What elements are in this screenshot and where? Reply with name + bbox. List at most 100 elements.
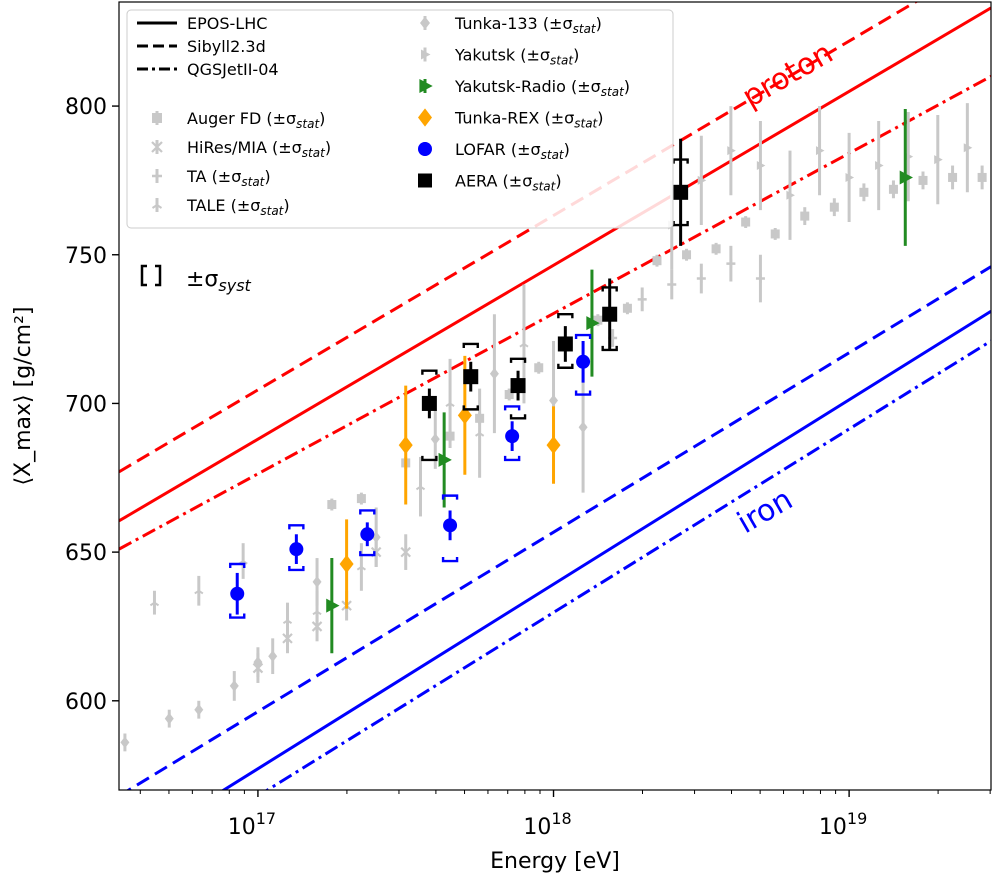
aera-marker: [510, 378, 526, 394]
yakutsk-marker: [815, 146, 825, 156]
tunkarex-marker: [398, 435, 413, 455]
aera-syst-bracket-top: [421, 369, 438, 375]
lofar-marker: [230, 586, 245, 601]
lofar-syst-bracket-top: [574, 333, 592, 340]
auger-marker: [918, 175, 928, 185]
legend-aera-label: AERA (±σstat): [455, 172, 562, 194]
lofar-marker: [576, 354, 591, 369]
legend-lofar-label: LOFAR (±σstat): [455, 140, 570, 162]
lofar-syst-bracket-bottom: [359, 551, 376, 557]
syst-bracket-right-icon: [155, 264, 162, 287]
lofar-marker: [289, 542, 304, 557]
yakradio-marker: [438, 452, 452, 467]
legend-yakradio-label: Yakutsk-Radio (±σstat): [454, 77, 630, 99]
syst-bracket-left-icon: [140, 264, 147, 287]
tale-marker: [194, 586, 204, 595]
yakutsk-marker: [875, 161, 884, 171]
tale-marker: [149, 598, 160, 607]
lofar-marker: [505, 429, 520, 444]
aera-syst-bracket-top: [462, 342, 479, 348]
ta-marker: [637, 294, 647, 304]
tunka133-marker: [120, 736, 130, 749]
tunkarex-marker: [546, 435, 561, 455]
legend-ta-icon: [152, 171, 162, 181]
x-tick-label: 1018: [523, 809, 571, 840]
aera-syst-bracket-bottom: [672, 221, 689, 227]
lofar-syst-bracket-bottom: [288, 565, 305, 572]
aera-marker: [557, 336, 573, 352]
tale-marker: [312, 607, 322, 616]
syst-label: ±σsyst: [186, 267, 252, 295]
legend-tunkarex-icon: [418, 108, 432, 127]
y-axis-label: ⟨X_max⟩ [g/cm²]: [11, 306, 36, 485]
lofar-syst-bracket-top: [288, 524, 305, 530]
yakutsk-marker: [963, 143, 973, 153]
y-tick-label: 800: [65, 95, 107, 120]
auger-marker: [652, 256, 662, 266]
lofar-syst-bracket-bottom: [229, 613, 246, 619]
aera-marker: [463, 369, 479, 385]
lofar-syst-bracket-bottom: [503, 455, 521, 462]
yakutsk-marker: [727, 146, 736, 156]
legend-hires-icon: [151, 141, 163, 153]
aera-syst-bracket-bottom: [421, 455, 438, 462]
tunka133-marker: [371, 531, 381, 544]
yakutsk-marker: [756, 161, 766, 171]
syst-legend: ±σsyst: [140, 264, 252, 295]
aera-syst-bracket-top: [601, 286, 618, 292]
yakradio-marker: [899, 170, 913, 185]
tale-marker: [415, 482, 426, 491]
legend-tunkarex-label: Tunka-REX (±σstat): [454, 109, 604, 131]
aera-syst-bracket-bottom: [462, 405, 479, 411]
lofar-marker: [360, 527, 375, 542]
auger-marker: [534, 363, 544, 373]
auger-marker: [859, 187, 869, 197]
auger-marker: [711, 244, 721, 254]
yakutsk-marker: [934, 155, 943, 165]
data-points: [120, 103, 987, 752]
legend-tale-label: TALE (±σstat): [186, 196, 290, 218]
auger-marker: [977, 172, 987, 182]
x-tick-label: 1019: [819, 809, 867, 840]
y-tick-label: 700: [65, 392, 107, 417]
ta-series: [608, 245, 765, 347]
aera-syst-bracket-top: [557, 313, 574, 319]
plot-frame: [118, 1, 992, 791]
tale-marker: [356, 562, 366, 571]
tunka133-marker: [164, 712, 174, 725]
aera-marker: [673, 184, 689, 200]
auger-marker: [593, 315, 603, 325]
ta-marker: [696, 274, 706, 284]
tunka133-marker: [430, 433, 440, 445]
auger-marker: [504, 390, 514, 400]
auger-marker: [770, 229, 780, 239]
legend-yakradio-icon: [419, 79, 433, 93]
tale-marker: [445, 398, 455, 407]
y-tick-label: 650: [65, 541, 107, 566]
legend-model-label: QGSJetII-04: [187, 60, 279, 79]
proton-qgsjetii-04-line: [119, 75, 991, 551]
axes: 1017 1018 1019 600 650 700 750 800: [65, 95, 991, 840]
lofar-syst-bracket-bottom: [441, 557, 459, 563]
auger-marker: [682, 250, 692, 260]
lofar-syst-bracket-bottom: [574, 390, 592, 396]
auger-marker: [948, 172, 958, 182]
legend-tunka133-label: Tunka-133 (±σstat): [454, 14, 602, 36]
aera-syst-bracket-bottom: [601, 345, 618, 352]
ta-marker: [667, 279, 677, 289]
auger-marker: [829, 202, 839, 212]
tale-marker: [282, 616, 293, 625]
yakradio-series: [326, 109, 913, 654]
lofar-marker: [443, 518, 458, 533]
legend-ta-label: TA (±σstat): [186, 167, 271, 189]
yakutsk-marker: [697, 175, 707, 185]
legend-aera-icon: [418, 173, 432, 188]
yakradio-marker: [586, 316, 600, 331]
x-tick-label: 1017: [228, 809, 276, 840]
legend-tale-icon: [151, 200, 163, 209]
auger-marker: [622, 303, 632, 313]
auger-marker: [356, 494, 366, 504]
aera-syst-bracket-bottom: [509, 414, 527, 420]
aera-series: [421, 138, 689, 462]
